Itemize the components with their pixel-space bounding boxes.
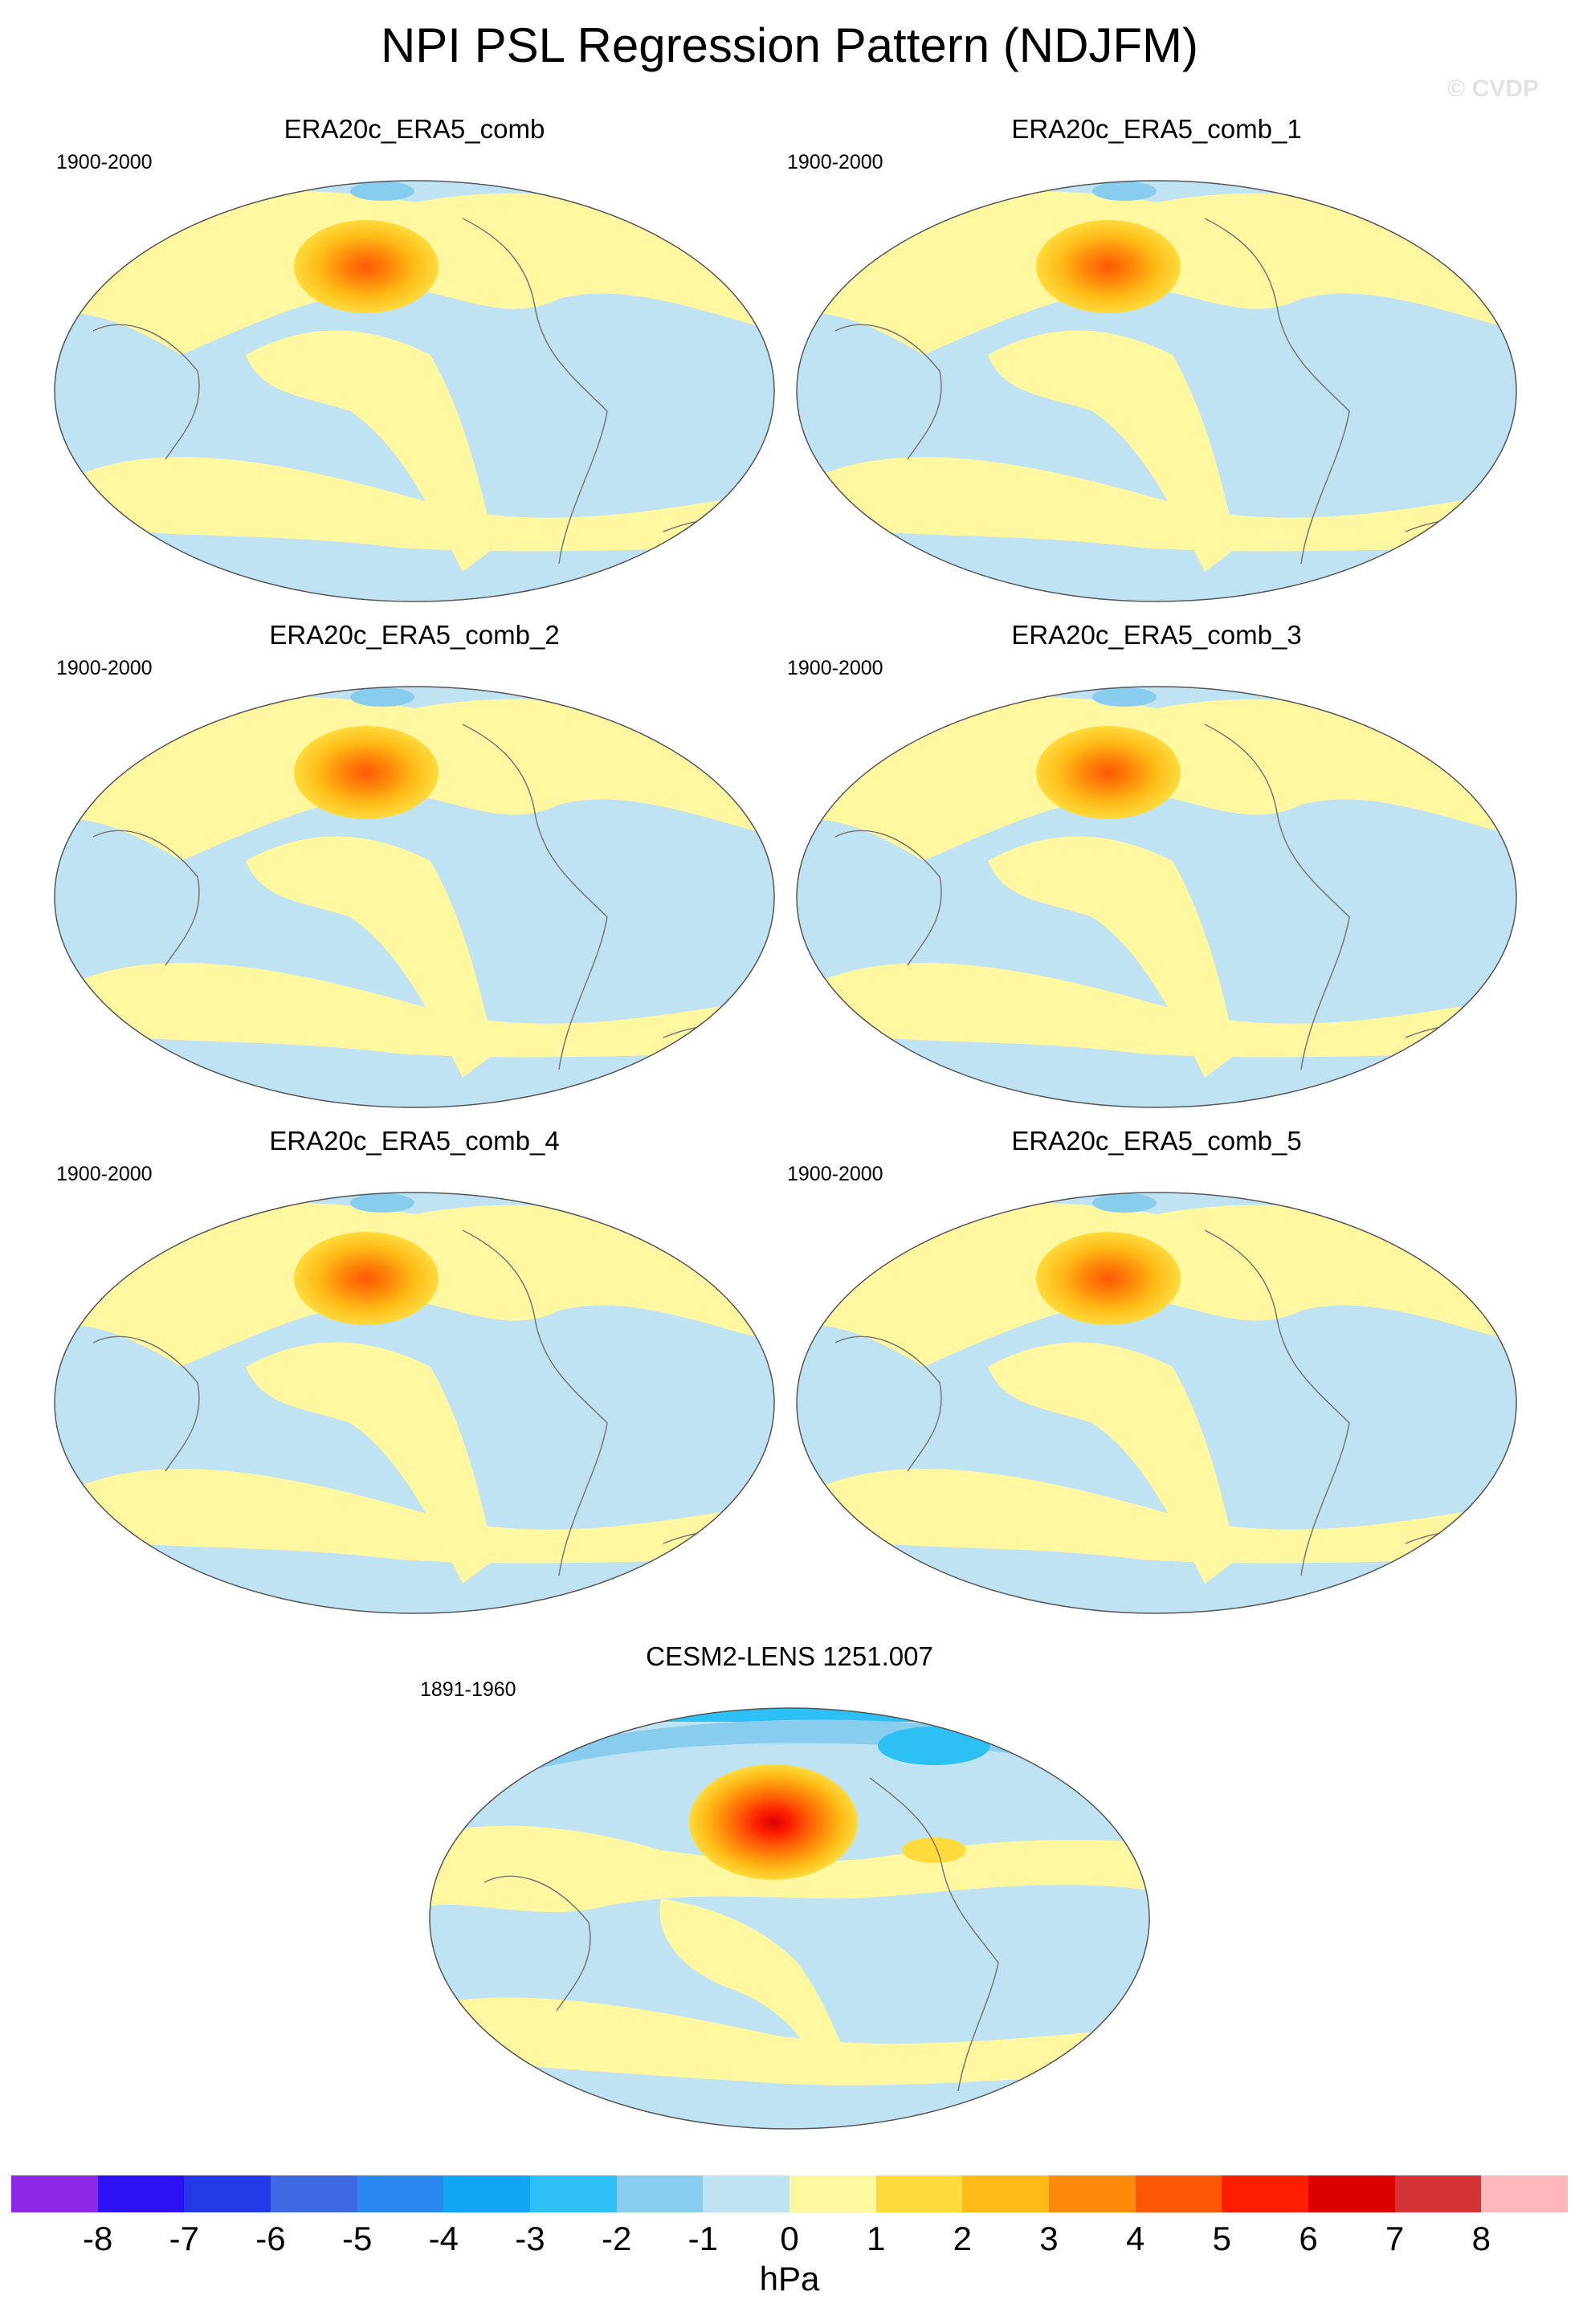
regression-map xyxy=(54,686,775,1108)
colorbar-tick-label: -5 xyxy=(341,2220,373,2257)
panel-period: 1900-2000 xyxy=(787,151,883,173)
colorbar-tick-label: 2 xyxy=(953,2220,973,2257)
colorbar-tick-label: -2 xyxy=(601,2220,632,2257)
colorbar-tick-label: -8 xyxy=(82,2220,113,2257)
regression-map xyxy=(54,180,775,602)
colorbar-swatch xyxy=(703,2175,790,2212)
panel-period: 1900-2000 xyxy=(56,151,153,173)
colorbar xyxy=(11,2175,1569,2212)
colorbar-tick-label: -7 xyxy=(169,2220,200,2257)
colorbar-tick-label: 5 xyxy=(1212,2220,1232,2257)
colorbar-ticks: -8 -7 -6 -5 -4 -3 -2 -1 0 1 2 3 4 5 6 7 8 xyxy=(11,2220,1568,2260)
colorbar-swatch xyxy=(443,2175,531,2212)
panel-title: ERA20c_ERA5_comb_1 xyxy=(1011,114,1302,144)
panel-period: 1900-2000 xyxy=(787,657,883,679)
colorbar-swatch xyxy=(1481,2175,1569,2212)
colorbar-swatch xyxy=(875,2175,963,2212)
colorbar-swatch xyxy=(271,2175,357,2212)
map-panel-4: ERA20c_ERA5_comb_3 1900-2000 xyxy=(787,620,1526,1118)
panel-period: 1900-2000 xyxy=(56,1163,153,1185)
panel-period: 1891-1960 xyxy=(420,1678,516,1701)
colorbar-swatch xyxy=(184,2175,271,2212)
map-panel-5: ERA20c_ERA5_comb_4 1900-2000 xyxy=(45,1126,784,1624)
colorbar-tick-label: 8 xyxy=(1471,2220,1491,2257)
colorbar-tick-label: 7 xyxy=(1385,2220,1405,2257)
map-panel-7: CESM2-LENS 1251.007 1891-1960 xyxy=(420,1641,1159,2139)
colorbar-swatch xyxy=(962,2175,1050,2212)
colorbar-swatch xyxy=(1135,2175,1222,2212)
colorbar-swatch xyxy=(357,2175,444,2212)
colorbar-tick-label: 6 xyxy=(1299,2220,1318,2257)
panel-title: ERA20c_ERA5_comb xyxy=(284,114,545,144)
regression-map xyxy=(54,1192,775,1614)
colorbar-tick-label: 4 xyxy=(1125,2220,1145,2257)
colorbar-swatch xyxy=(790,2175,876,2212)
map-panel-6: ERA20c_ERA5_comb_5 1900-2000 xyxy=(787,1126,1526,1624)
regression-map xyxy=(796,180,1517,602)
panel-title: ERA20c_ERA5_comb_3 xyxy=(1011,620,1302,650)
colorbar-swatch xyxy=(97,2175,185,2212)
colorbar-tick-label: 1 xyxy=(866,2220,886,2257)
colorbar-tick-label: 3 xyxy=(1039,2220,1059,2257)
map-panel-2: ERA20c_ERA5_comb_1 1900-2000 xyxy=(787,114,1526,612)
panel-period: 1900-2000 xyxy=(56,657,153,679)
colorbar-swatch xyxy=(530,2175,617,2212)
panel-title: ERA20c_ERA5_comb_5 xyxy=(1011,1126,1302,1156)
colorbar-swatch xyxy=(1049,2175,1136,2212)
regression-map xyxy=(796,686,1517,1108)
colorbar-swatch xyxy=(1394,2175,1482,2212)
map-panel-1: ERA20c_ERA5_comb 1900-2000 xyxy=(45,114,784,612)
colorbar-unit: hPa xyxy=(759,2260,820,2297)
panel-title: CESM2-LENS 1251.007 xyxy=(646,1641,933,1671)
colorbar-tick-label: 0 xyxy=(780,2220,799,2257)
colorbar-swatch xyxy=(1222,2175,1309,2212)
colorbar-swatch xyxy=(11,2175,98,2212)
regression-map xyxy=(429,1707,1150,2130)
map-panel-3: ERA20c_ERA5_comb_2 1900-2000 xyxy=(45,620,784,1118)
colorbar-tick-label: -6 xyxy=(255,2220,286,2257)
colorbar-tick-label: -4 xyxy=(428,2220,459,2257)
colorbar-swatch xyxy=(616,2175,704,2212)
panel-title: ERA20c_ERA5_comb_4 xyxy=(269,1126,560,1156)
colorbar-tick-label: -3 xyxy=(515,2220,545,2257)
colorbar-swatch xyxy=(1308,2175,1395,2212)
colorbar-tick-label: -1 xyxy=(687,2220,719,2257)
panel-title: ERA20c_ERA5_comb_2 xyxy=(269,620,560,650)
figure-title: NPI PSL Regression Pattern (NDJFM) xyxy=(380,18,1199,72)
panel-period: 1900-2000 xyxy=(787,1163,883,1185)
cvdp-credit: © CVDP xyxy=(1447,75,1539,102)
regression-map xyxy=(796,1192,1517,1614)
